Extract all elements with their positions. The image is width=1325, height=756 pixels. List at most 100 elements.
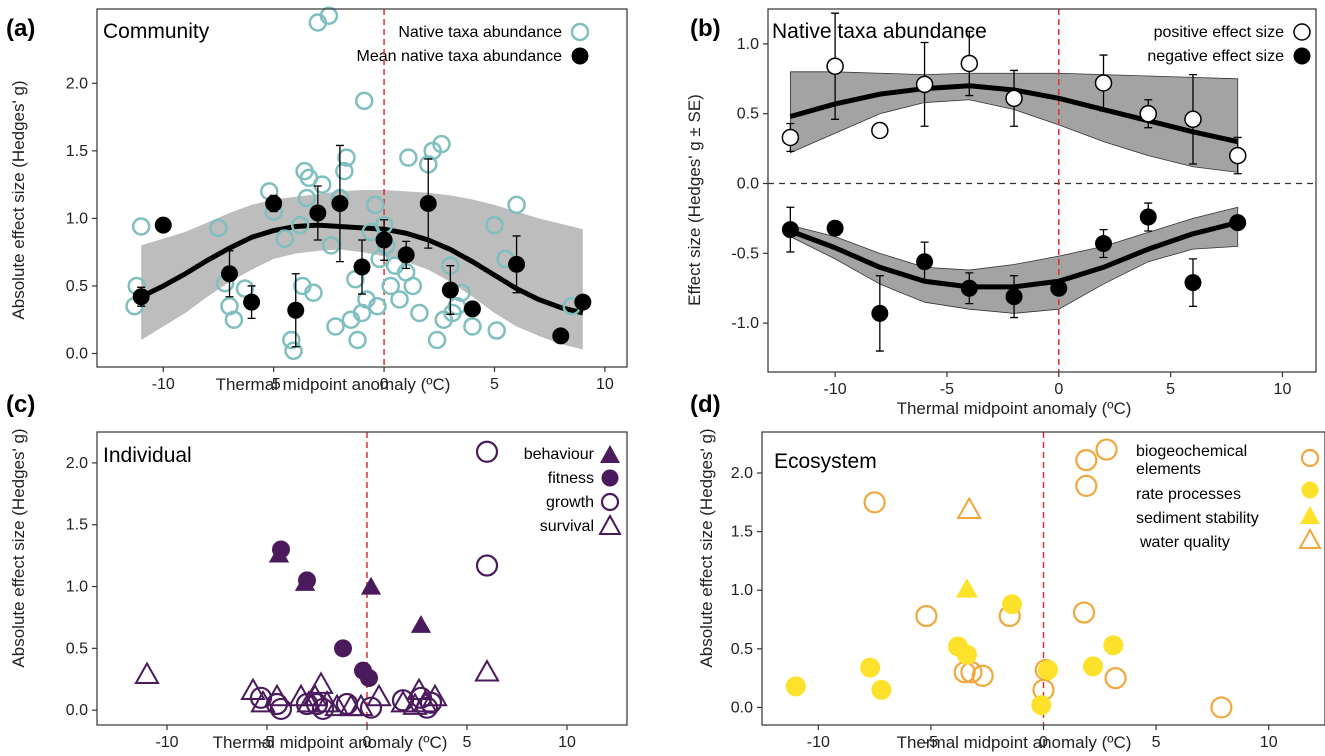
panel-a-mean-native-taxa-abundance-point (552, 327, 570, 345)
panel-d: (d) Ecosystem Thermal midpoint anomaly (… (690, 391, 1322, 752)
panel-c-legend-filled-triangle (600, 445, 620, 463)
panel-a-native-taxa-abundance-point (282, 330, 301, 350)
panel-b-x-tick-label: 5 (1166, 381, 1175, 398)
panel-d-legend-label-2: rate processes (1136, 486, 1241, 503)
panel-a-mean-native-taxa-abundance-point (331, 195, 349, 213)
panel-d-biogeochemical-elements-point (863, 491, 886, 514)
panel-a-native-taxa-abundance-point (326, 317, 345, 336)
panel-d-biogeochemical-elements-point (971, 664, 994, 687)
panel-a-native-taxa-abundance-point (485, 215, 504, 235)
panel-b-negative-effect-size-point (1005, 288, 1023, 306)
panel-d-y-tick-label: 1.0 (731, 582, 753, 599)
panel-a-native-taxa-abundance-point (348, 330, 367, 350)
panel-a-native-taxa-abundance-point (463, 317, 482, 336)
panel-a-legend-open-circle (570, 22, 590, 42)
panel-c-x-tick-label: -5 (260, 734, 274, 751)
panel-c-survival-point (240, 677, 266, 701)
panel-a-fit-line-1 (140, 222, 584, 316)
panel-a-legend-filled-circle (571, 47, 589, 65)
panel-b-y-tick-label: -1.0 (731, 315, 759, 332)
panel-a-native-taxa-abundance-point (368, 296, 387, 316)
panel-d-rate-processes-point (1001, 594, 1022, 615)
panel-b-letter: (b) (690, 15, 721, 42)
panel-a-mean-native-taxa-abundance-point (574, 293, 592, 311)
panel-c-legend-open-circle (600, 492, 620, 512)
panel-a-native-taxa-abundance-point (321, 236, 341, 255)
panel-c-y-tick-label: 0.5 (66, 640, 88, 657)
panel-d-sediment-stability-point (955, 578, 978, 598)
panel-d-biogeochemical-elements-point (1075, 449, 1098, 472)
panel-c-frame (96, 431, 628, 726)
panel-a-mean-native-taxa-abundance-point (508, 255, 526, 273)
panel-d-water-quality-point (956, 496, 982, 519)
panel-d-title: Ecosystem (774, 450, 877, 473)
panel-a-mean-native-taxa-abundance-point (309, 204, 327, 222)
panel-a-y-tick-label: 0.0 (66, 345, 88, 362)
panel-d-biogeochemical-elements-point (1210, 696, 1233, 719)
panel-a-mean-native-taxa-abundance-point (243, 293, 261, 311)
panel-b-x-tick-label: -5 (940, 381, 954, 398)
panel-d-ylabel: Absolute effect size (Hedges' g) (697, 428, 716, 667)
panel-a-native-taxa-abundance-point (275, 229, 294, 248)
panel-a-y-tick-label: 1.0 (66, 210, 88, 227)
panel-d-rate-processes-point (871, 679, 892, 700)
panel-a-native-taxa-abundance-point (354, 91, 374, 111)
panel-a-native-taxa-abundance-point (487, 321, 506, 340)
panel-c-legend-open-triangle (598, 513, 622, 535)
panel-c-y-tick-label: 1.0 (66, 579, 88, 596)
panel-c-survival-point (324, 693, 350, 717)
panel-b-legend-label-2: negative effect size (1147, 48, 1284, 65)
panel-c-growth-point (475, 440, 499, 463)
panel-c-survival-point (390, 689, 416, 713)
panel-a-native-taxa-abundance-point (297, 188, 317, 208)
panel-b-negative-effect-size-point (1229, 214, 1247, 232)
panel-d-rate-processes-point (1083, 656, 1104, 677)
panel-a-legend-label-2: Mean native taxa abundance (357, 48, 563, 65)
panel-c-survival-point (264, 683, 290, 707)
panel-c-legend-label-4: survival (540, 518, 594, 535)
panel-a-native-taxa-abundance-point (335, 161, 354, 181)
panel-c-growth-point (305, 692, 329, 716)
panel-b-positive-effect-size-point (960, 54, 979, 73)
panel-b-negative-effect-size-point (826, 219, 844, 237)
panel-a-mean-native-taxa-abundance-point (221, 265, 238, 283)
panel-b-ylabel: Effect size (Hedges' g ± SE) (685, 94, 704, 306)
panel-d-biogeochemical-elements-point (1095, 438, 1118, 461)
panel-d-legend-open-circle (1300, 448, 1320, 468)
panel-b-negative-effect-size-point (1184, 274, 1202, 292)
panel-d-legend-label-1a: biogeochemical (1136, 443, 1247, 460)
panel-a-native-taxa-abundance-point (381, 276, 400, 296)
panel-c-xlabel: Thermal midpoint anomaly (ºC) (213, 733, 448, 752)
panel-b-negative-effect-size-point (960, 279, 978, 297)
panel-a-ylabel: Absolute effect size (Hedges' g) (9, 80, 28, 319)
panel-d-legend-label-3: sediment stability (1136, 510, 1259, 527)
panel-a-mean-native-taxa-abundance-point (353, 258, 371, 276)
panel-a-mean-native-taxa-abundance-point (441, 281, 459, 299)
panel-c-growth-point (475, 554, 499, 577)
panel-b-ci-band-2 (789, 206, 1239, 314)
panel-b-y-tick-label: 0.0 (737, 176, 759, 193)
panel-b-positive-effect-size-point (1005, 89, 1023, 108)
panel-a-frame (96, 8, 628, 368)
panel-c-x-tick-label: 0 (363, 734, 372, 751)
panel-c-fitness-point (360, 669, 378, 688)
panel-a-native-taxa-abundance-point (319, 6, 339, 26)
panel-c-y-tick-label: 0.0 (66, 702, 88, 719)
panel-a-native-taxa-abundance-point (403, 276, 423, 296)
panel-d-legend-open-triangle (1298, 527, 1322, 549)
panel-b-legend-open-circle (1293, 23, 1311, 41)
panel-d-letter: (d) (690, 391, 721, 418)
panel-b-positive-effect-size-point (826, 57, 844, 75)
panel-c-survival-point (348, 693, 374, 717)
panel-d-rate-processes-point (1031, 695, 1052, 716)
panel-b-positive-effect-size-point (1094, 74, 1113, 92)
panel-a-native-taxa-abundance-point (131, 217, 151, 236)
panel-c-survival-point (422, 683, 448, 707)
panel-d-x-tick-label: 0 (1039, 734, 1048, 751)
panel-b-negative-effect-size-point (1095, 235, 1113, 253)
panel-d-legend-label-4: water quality (1139, 534, 1230, 551)
panel-c-survival-point (302, 683, 328, 707)
panel-a-native-taxa-abundance-point (290, 215, 310, 235)
panel-c-fitness-point (298, 571, 316, 590)
